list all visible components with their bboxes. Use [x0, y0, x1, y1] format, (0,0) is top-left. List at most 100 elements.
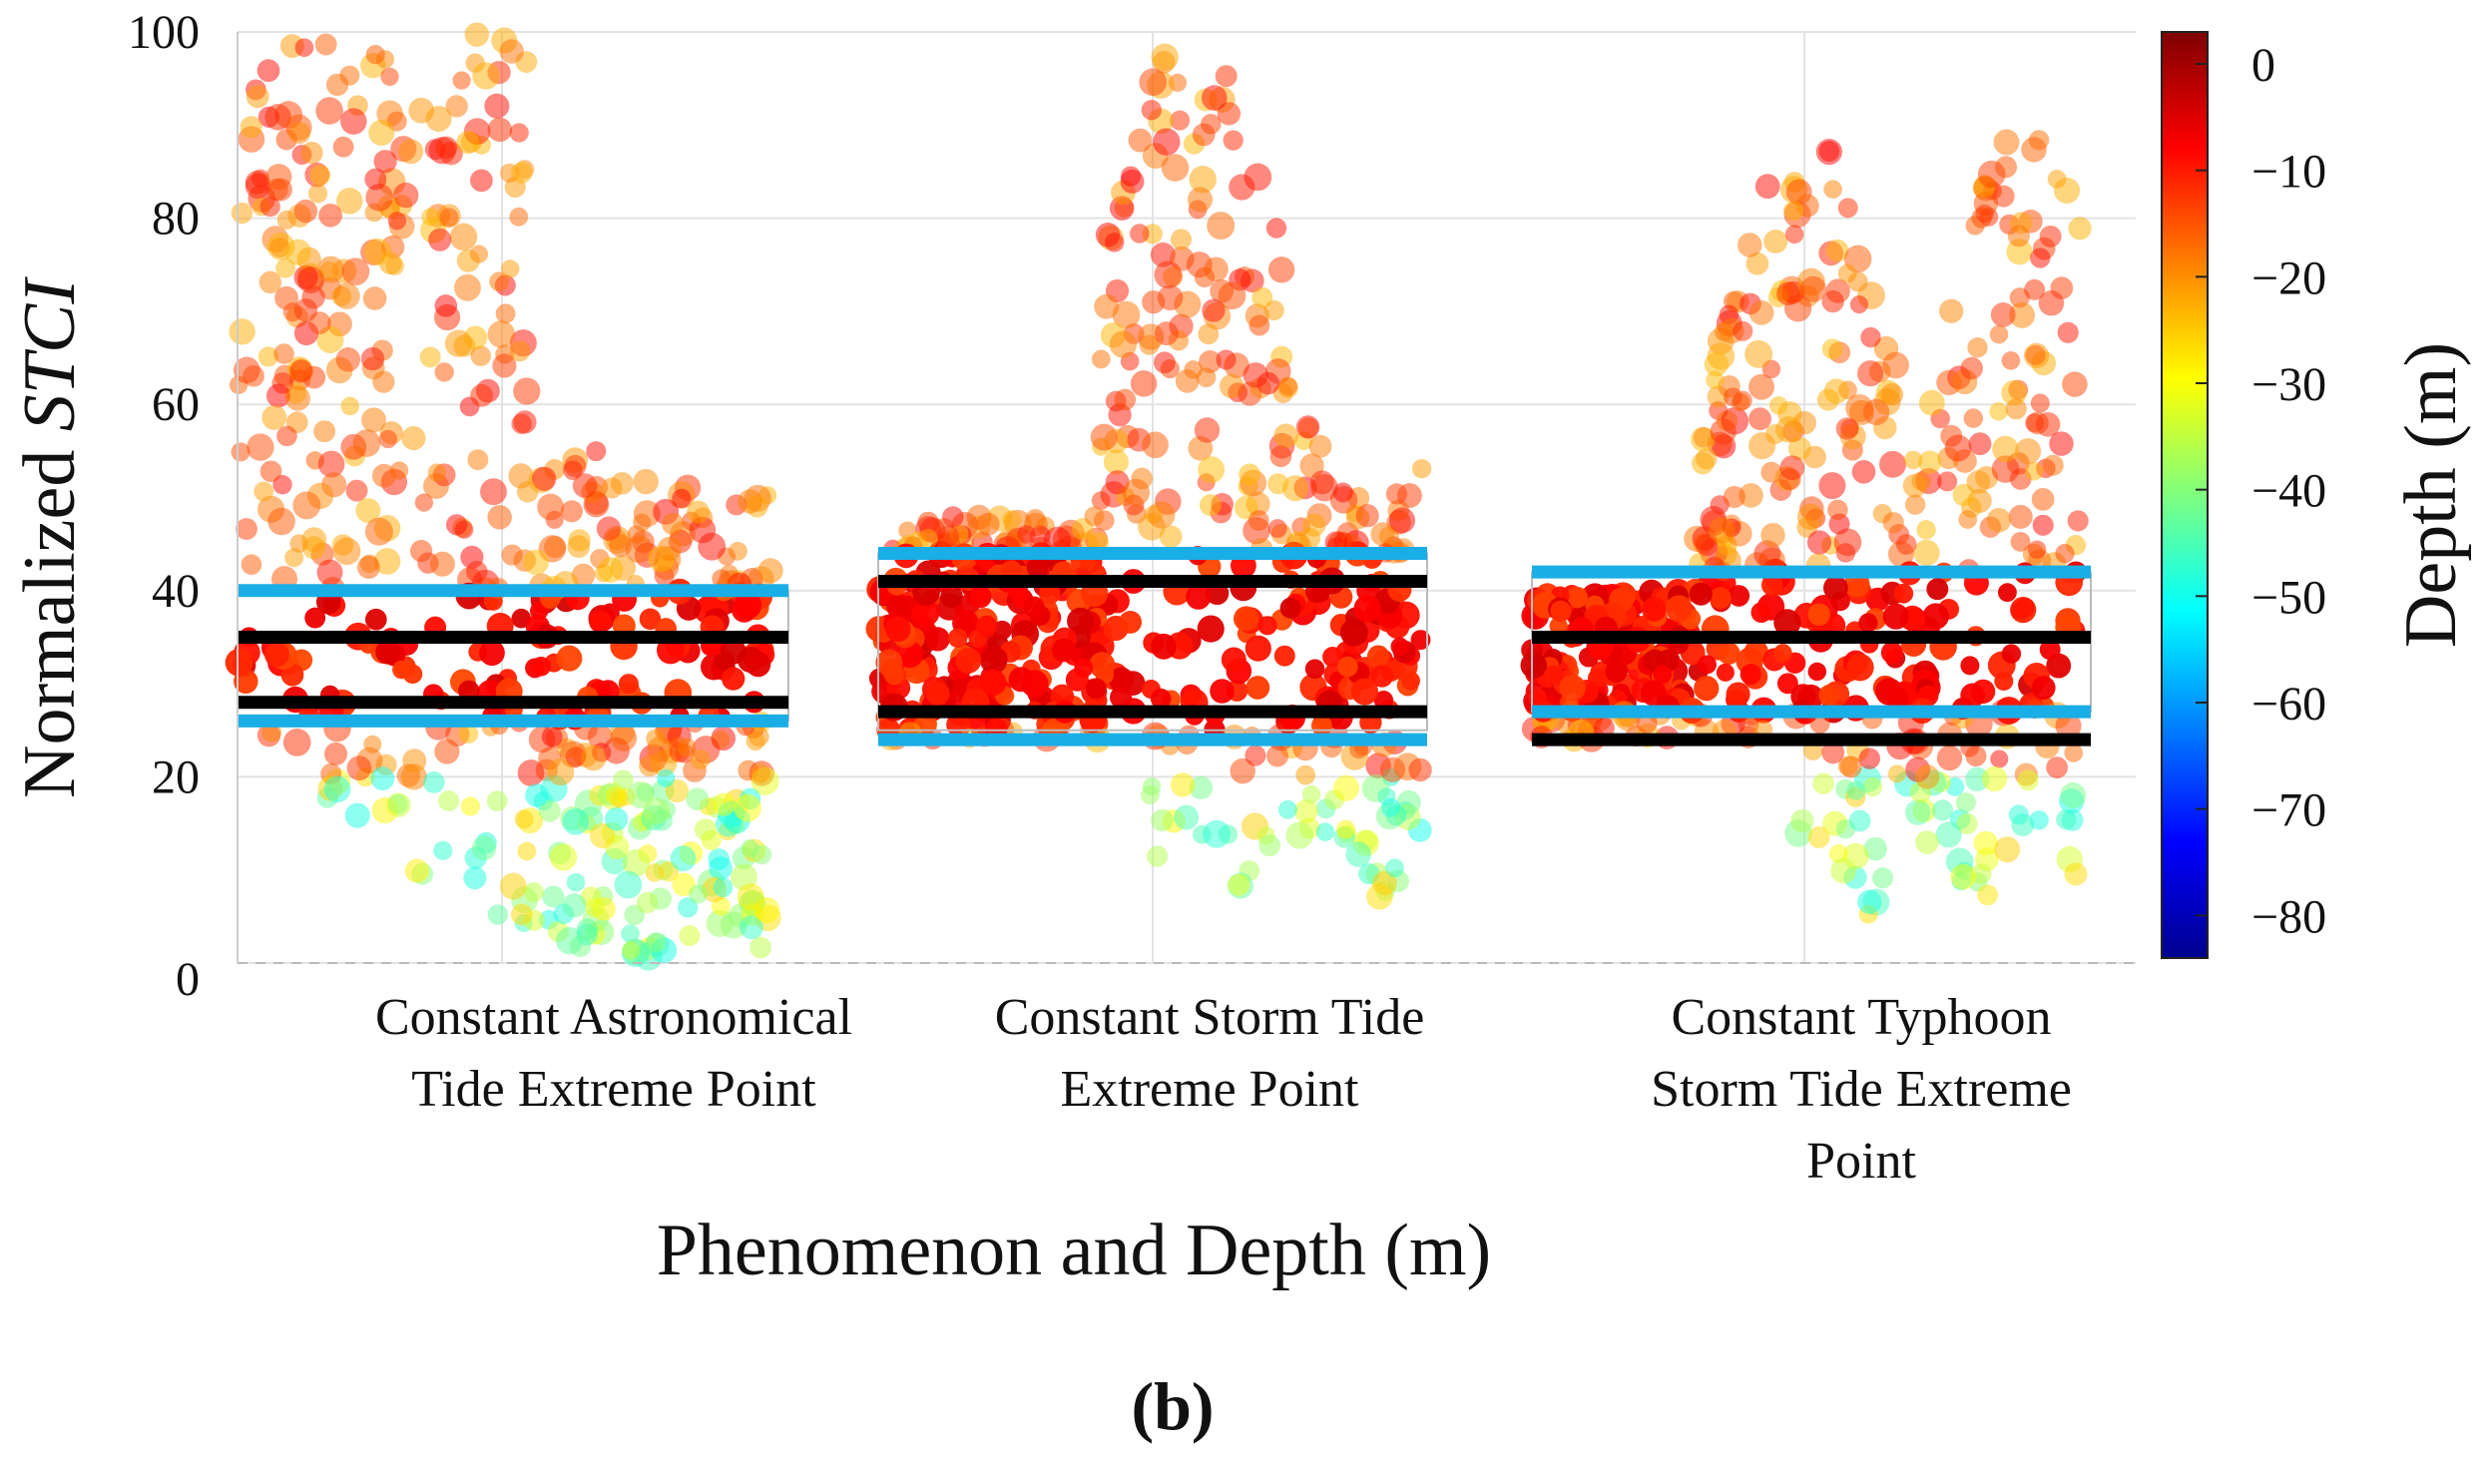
scatter-point: [444, 329, 473, 357]
scatter-point: [517, 759, 545, 786]
scatter-point: [323, 775, 351, 803]
scatter-point: [1775, 416, 1802, 443]
scatter-point: [633, 513, 652, 532]
scatter-point: [1733, 390, 1752, 410]
scatter-point: [585, 897, 605, 917]
scatter-point: [1871, 867, 1894, 889]
scatter-point: [562, 808, 590, 835]
scatter-point: [2032, 514, 2054, 536]
scatter-point: [1245, 744, 1266, 766]
scatter-point: [538, 799, 561, 822]
scatter-point: [250, 169, 269, 188]
scatter-point: [1285, 821, 1313, 849]
scatter-point: [1857, 360, 1884, 387]
scatter-point: [1935, 821, 1962, 848]
scatter-point: [1265, 218, 1287, 239]
scatter-point: [657, 768, 676, 787]
scatter-point: [361, 407, 386, 433]
scatter-point: [1779, 455, 1805, 481]
scatter-point: [365, 45, 385, 65]
scatter-point: [1847, 271, 1868, 292]
scatter-point: [1880, 641, 1903, 664]
scatter-point: [1559, 674, 1586, 702]
scatter-point: [1198, 456, 1226, 484]
scatter-point: [969, 585, 992, 609]
scatter-point: [2005, 398, 2027, 420]
scatter-point: [1151, 43, 1179, 71]
scatter-point: [1882, 512, 1904, 534]
scatter-point: [301, 527, 327, 553]
scatter-point: [1021, 670, 1049, 698]
scatter-point: [549, 843, 578, 871]
scatter-point: [2017, 769, 2039, 791]
scatter-point: [1982, 765, 2008, 792]
scatter-point: [2026, 411, 2049, 435]
scatter-point: [1194, 417, 1221, 443]
scatter-point: [547, 757, 575, 786]
scatter-point: [419, 346, 441, 368]
scatter-point: [1322, 646, 1343, 668]
scatter-point: [309, 165, 331, 186]
scatter-point: [464, 22, 490, 47]
scatter-point: [1823, 575, 1848, 601]
scatter-point: [980, 669, 1007, 696]
scatter-point: [253, 481, 274, 502]
scatter-point: [1355, 504, 1379, 528]
scatter-point: [332, 537, 361, 566]
scatter-point: [1823, 180, 1842, 199]
scatter-point: [231, 442, 250, 462]
scatter-point: [434, 362, 454, 382]
scatter-point: [1691, 426, 1716, 452]
scatter-point: [2024, 278, 2046, 300]
scatter-point: [565, 746, 587, 767]
scatter-point: [225, 648, 253, 677]
scatter-point: [1790, 808, 1814, 833]
scatter-point: [2031, 676, 2056, 701]
scatter-point: [1918, 450, 1942, 474]
scatter-point: [409, 539, 433, 563]
scatter-point: [501, 544, 523, 566]
scatter-point: [1130, 224, 1150, 244]
scatter-point: [275, 257, 296, 278]
scatter-point: [1151, 633, 1177, 660]
scatter-point: [323, 742, 348, 765]
scatter-point: [1830, 857, 1856, 884]
scatter-point: [639, 754, 661, 777]
scatter-point: [1315, 822, 1335, 841]
scatter-point: [2024, 461, 2044, 481]
colorbar-tick-label: −70: [2251, 784, 2326, 837]
scatter-point: [1726, 682, 1750, 707]
scatter-point: [1337, 656, 1358, 678]
scatter-point: [2060, 782, 2087, 808]
scatter-point: [364, 608, 387, 631]
scatter-point: [1247, 510, 1269, 531]
scatter-point: [2007, 225, 2030, 247]
scatter-point: [1863, 836, 1887, 861]
scatter-point: [1108, 667, 1135, 693]
scatter-point: [1818, 684, 1840, 707]
scatter-point: [1709, 587, 1732, 610]
scatter-point: [421, 208, 440, 227]
scatter-point: [511, 413, 532, 434]
scatter-point: [1991, 455, 2020, 483]
scatter-point: [1887, 764, 1906, 783]
scatter-point: [1189, 775, 1214, 800]
scatter-point: [285, 385, 310, 411]
scatter-point: [1918, 389, 1945, 416]
scatter-point: [1837, 755, 1858, 776]
scatter-point: [1366, 645, 1390, 668]
scatter-point: [404, 858, 429, 883]
scatter-point: [1385, 858, 1404, 878]
scatter-point: [370, 766, 395, 791]
scatter-point: [434, 294, 458, 317]
scatter-point: [452, 71, 471, 90]
scatter-point: [925, 627, 950, 652]
scatter-point: [1977, 884, 1999, 906]
scatter-point: [1304, 659, 1325, 680]
scatter-point: [757, 558, 783, 584]
scatter-point: [1243, 362, 1268, 388]
scatter-point: [1187, 187, 1214, 213]
scatter-point: [1967, 337, 1988, 358]
scatter-point: [1689, 582, 1713, 606]
